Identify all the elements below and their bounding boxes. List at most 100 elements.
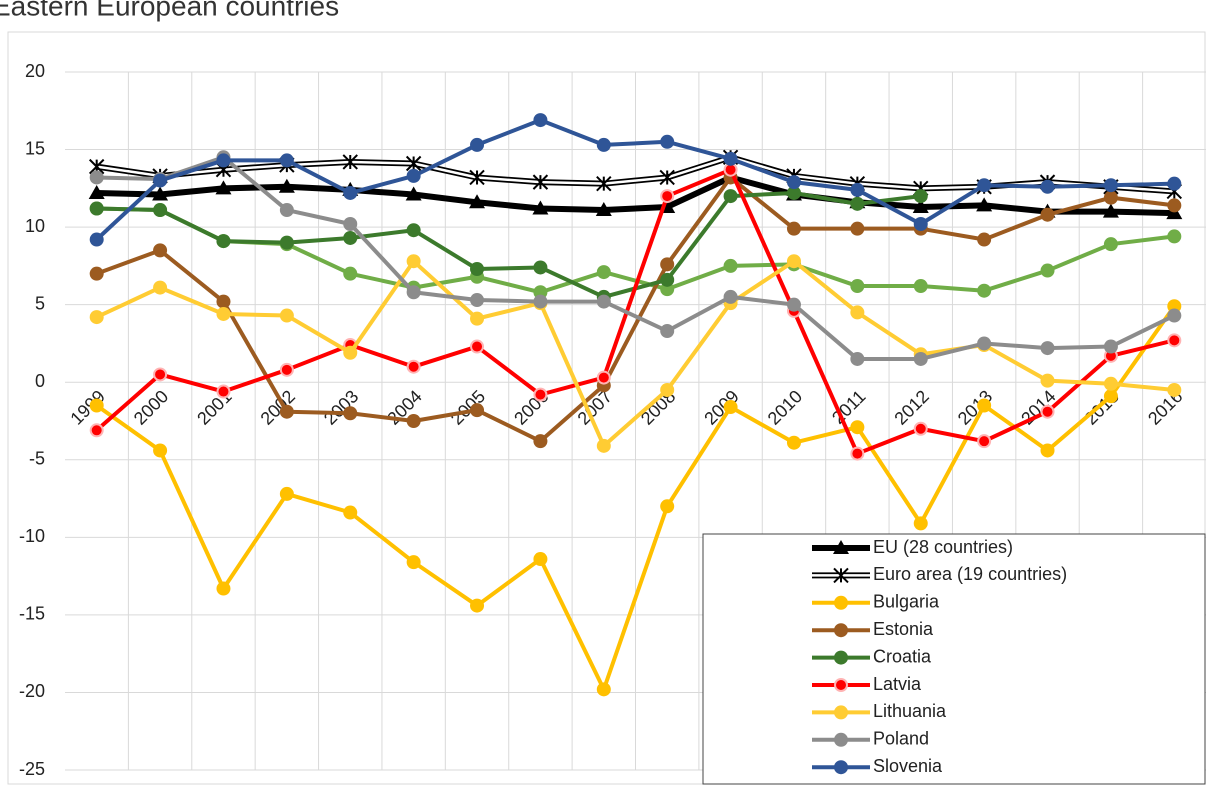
series-line: [96, 190, 921, 299]
marker: [1103, 376, 1118, 391]
marker: [786, 254, 801, 269]
legend-entry: Latvia: [812, 674, 922, 694]
marker: [216, 306, 231, 321]
marker: [279, 153, 294, 168]
marker: [850, 221, 865, 236]
legend-label: Poland: [873, 729, 929, 749]
marker: [1103, 389, 1118, 404]
y-tick-label: 15: [25, 138, 45, 158]
marker: [596, 175, 612, 192]
marker: [723, 258, 738, 273]
marker: [532, 174, 549, 190]
y-tick-label: -5: [29, 449, 45, 469]
series-line: [95, 118, 1175, 241]
legend-label: Latvia: [873, 674, 922, 694]
marker: [406, 414, 421, 428]
marker: [1040, 263, 1055, 278]
marker: [406, 223, 421, 238]
series-line: [96, 174, 1175, 217]
marker: [1167, 308, 1182, 323]
marker: [596, 294, 611, 309]
marker: [406, 555, 421, 570]
marker: [153, 203, 168, 218]
marker: [1040, 179, 1055, 194]
legend-label: Croatia: [873, 646, 932, 666]
marker: [533, 387, 548, 402]
marker: [406, 359, 421, 374]
y-tick-label: -20: [19, 681, 45, 701]
marker: [660, 272, 675, 287]
marker: [533, 552, 548, 567]
marker: [405, 155, 422, 172]
marker: [406, 285, 421, 300]
series: [89, 170, 1182, 449]
marker: [660, 324, 675, 339]
legend-entry: Euro area (19 countries): [812, 564, 1067, 584]
marker: [596, 438, 611, 453]
marker: [786, 221, 801, 236]
marker: [153, 367, 168, 382]
marker: [470, 339, 485, 354]
marker: [470, 293, 485, 308]
marker: [977, 178, 992, 193]
marker: [850, 420, 865, 435]
marker: [723, 189, 738, 204]
marker: [660, 499, 675, 514]
marker: [913, 279, 928, 294]
marker: [405, 186, 422, 201]
legend-entry: Croatia: [812, 646, 932, 666]
marker: [596, 265, 611, 280]
legend-entry: EU (28 countries): [812, 537, 1013, 557]
marker: [659, 169, 675, 186]
marker: [850, 196, 865, 211]
marker: [216, 234, 231, 249]
marker: [850, 351, 865, 366]
marker: [723, 400, 738, 415]
marker: [152, 186, 169, 201]
marker: [660, 189, 675, 204]
marker: [533, 260, 548, 275]
marker: [470, 261, 485, 276]
marker: [1103, 237, 1118, 252]
legend-entry: Estonia: [812, 619, 934, 639]
marker: [343, 345, 358, 360]
marker: [834, 595, 848, 610]
x-tick-label: 2011: [828, 386, 870, 428]
y-tick-label: -10: [19, 526, 45, 546]
marker: [1167, 176, 1182, 191]
marker: [89, 423, 104, 438]
marker: [153, 443, 168, 458]
marker: [343, 217, 358, 232]
marker: [850, 446, 865, 461]
marker: [977, 434, 992, 449]
marker: [1167, 333, 1182, 348]
marker: [279, 362, 294, 377]
x-tick-label: 2003: [320, 386, 362, 428]
marker: [660, 382, 675, 397]
chart-frame: [7, 31, 1206, 785]
marker: [1103, 190, 1118, 205]
legend-label: EU (28 countries): [873, 537, 1013, 557]
marker: [1040, 373, 1055, 388]
marker: [343, 185, 358, 200]
marker: [89, 170, 104, 185]
marker: [834, 760, 848, 775]
marker: [786, 435, 801, 450]
marker: [533, 113, 548, 128]
marker: [595, 202, 612, 217]
marker: [660, 134, 675, 149]
legend-entry: Poland: [812, 729, 929, 749]
marker: [850, 305, 865, 320]
legend-entry: Slovenia: [812, 756, 943, 776]
marker: [216, 294, 231, 309]
marker: [913, 217, 928, 232]
series-line: [95, 305, 1176, 692]
marker: [153, 243, 168, 258]
marker: [279, 486, 294, 501]
series-line: [96, 155, 1176, 361]
marker: [596, 682, 611, 697]
marker: [279, 235, 294, 250]
marker: [834, 623, 848, 638]
marker: [850, 279, 865, 294]
